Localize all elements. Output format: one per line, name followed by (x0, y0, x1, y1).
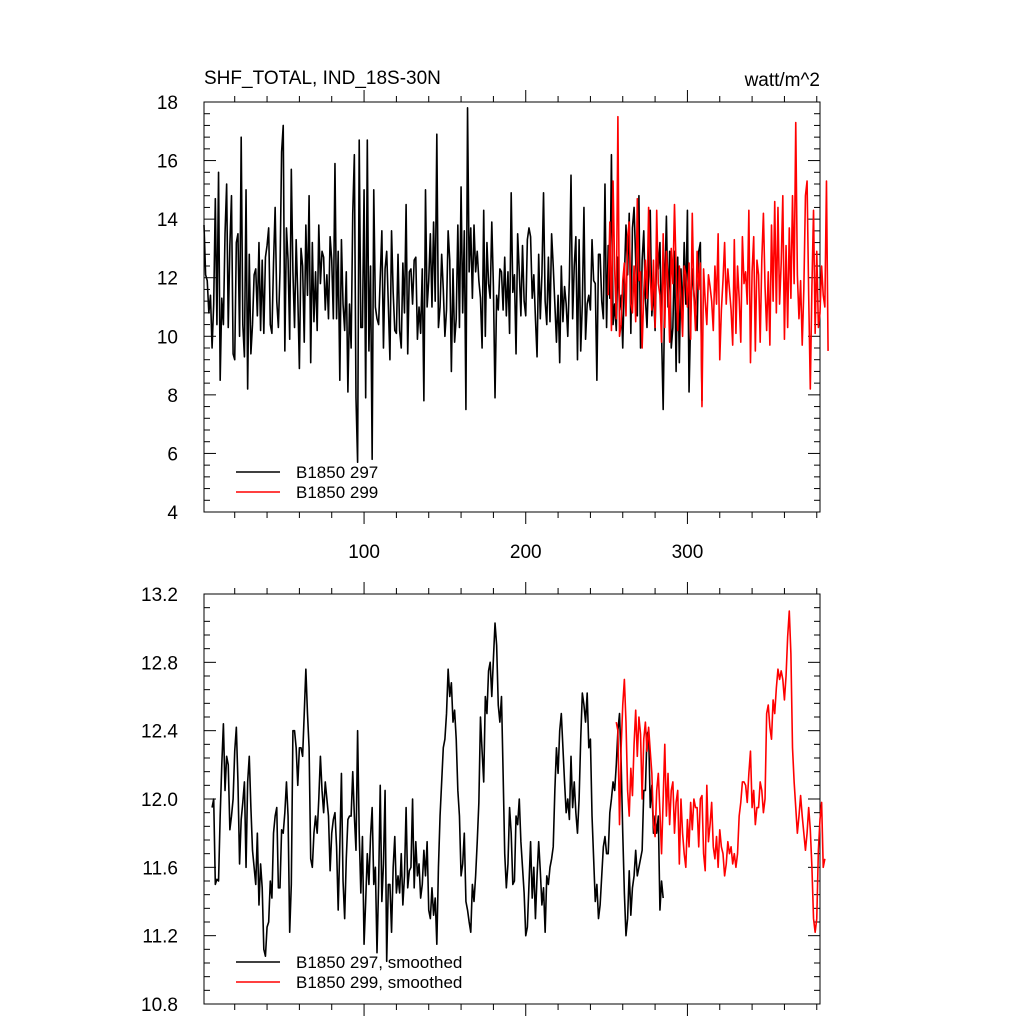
chart-title: SHF_TOTAL, IND_18S-30N (204, 68, 441, 89)
bottom-ytick-label: 11.2 (142, 927, 178, 948)
top-ytick-label: 16 (157, 152, 178, 173)
top-legend-label-2: B1850 299 (296, 483, 378, 502)
top-ytick-label: 6 (167, 444, 178, 465)
bottom-ytick-label: 11.6 (142, 858, 178, 879)
top-legend-label-1: B1850 297 (296, 463, 378, 482)
top-ytick-label: 12 (157, 269, 178, 290)
bottom-series-line-1 (211, 622, 664, 963)
bottom-legend-label-1: B1850 297, smoothed (296, 953, 462, 972)
top-ytick-label: 14 (157, 210, 179, 231)
bottom-ytick-label: 10.8 (141, 995, 178, 1016)
top-xtick-label: 300 (672, 542, 704, 563)
bottom-legend-label-2: B1850 299, smoothed (296, 973, 462, 992)
top-plot-frame (203, 101, 821, 513)
bottom-plot-frame (203, 593, 821, 1005)
top-ytick-label: 8 (167, 386, 178, 407)
top-xtick-label: 200 (510, 542, 542, 563)
top-ytick-label: 18 (157, 93, 178, 114)
bottom-ytick-label: 12.8 (141, 653, 178, 674)
top-xtick-label: 100 (348, 542, 380, 563)
bottom-panel: 10.8 11.2 11.6 12.0 12.4 12.8 13.2 B1850 297, s… (141, 582, 826, 1016)
units-label: watt/m^2 (744, 70, 820, 91)
top-series-line-2 (607, 115, 829, 408)
bottom-series-line-2 (615, 610, 826, 934)
top-ytick-label: 10 (157, 327, 178, 348)
top-ytick-label: 4 (167, 503, 178, 524)
bottom-ytick-label: 12.4 (141, 722, 178, 743)
bottom-ytick-label: 13.2 (141, 585, 178, 606)
bottom-ytick-label: 12.0 (141, 790, 178, 811)
